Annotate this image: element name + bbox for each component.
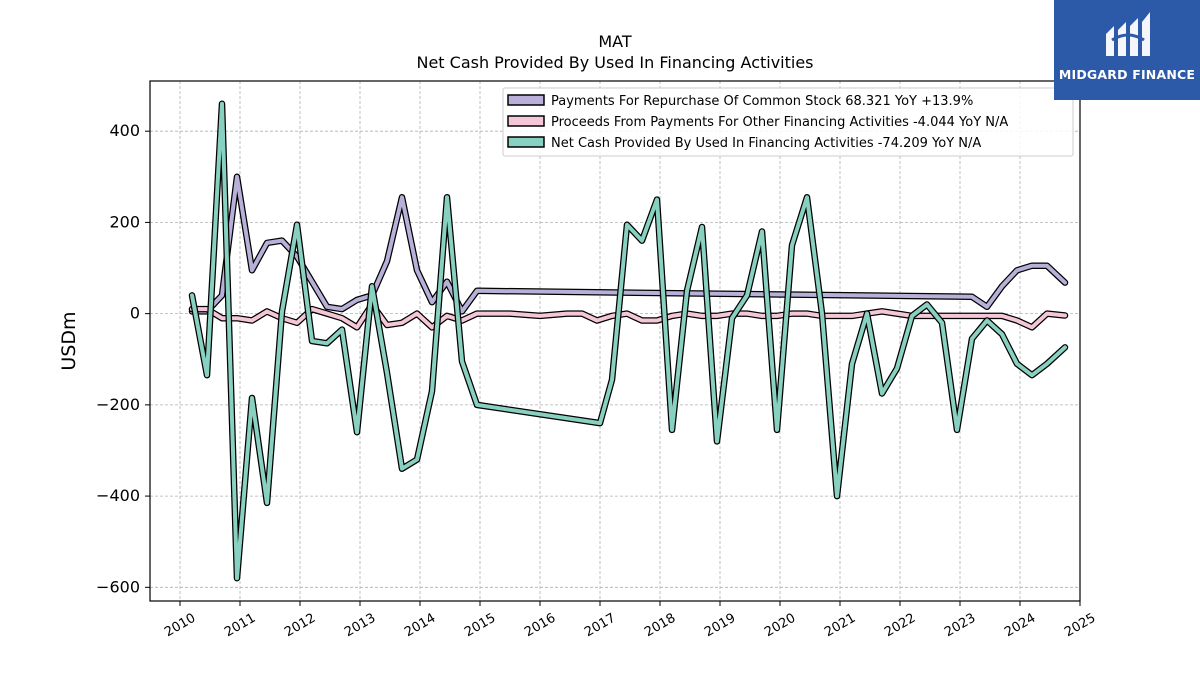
x-tick-label: 2017	[582, 611, 618, 641]
legend: Payments For Repurchase Of Common Stock …	[502, 87, 1074, 157]
x-tick-label: 2025	[1062, 611, 1098, 641]
y-tick-label: 0	[130, 304, 140, 323]
x-tick-label: 2021	[822, 611, 858, 641]
x-tick-label: 2012	[282, 611, 318, 641]
x-tick-label: 2011	[222, 611, 258, 641]
x-tick-label: 2016	[522, 611, 558, 641]
series-line-3	[190, 101, 1067, 581]
x-tick-label: 2020	[762, 611, 798, 641]
x-tick-label: 2014	[402, 611, 438, 641]
x-tick-label: 2023	[942, 611, 978, 641]
series-line-1	[190, 174, 1067, 314]
chart-subtitle: Net Cash Provided By Used In Financing A…	[416, 53, 813, 72]
legend-swatch-1	[507, 94, 545, 106]
y-tick-label: −600	[96, 577, 140, 596]
midgard-finance-logo: MIDGARD FINANCE	[1054, 0, 1200, 100]
x-tick-label: 2019	[702, 611, 738, 641]
x-tick-label: 2013	[342, 611, 378, 641]
series-line-2	[190, 302, 1067, 330]
legend-swatch-3	[507, 136, 545, 148]
y-tick-label: −400	[96, 486, 140, 505]
series-lines	[188, 100, 1069, 582]
legend-label-1: Payments For Repurchase Of Common Stock …	[551, 94, 973, 109]
logo-mark-icon	[1106, 12, 1150, 56]
plot-frame	[149, 80, 1081, 602]
y-axis-label: USDm	[58, 311, 80, 370]
legend-label-2: Proceeds From Payments For Other Financi…	[551, 115, 1008, 130]
x-tick-label: 2018	[642, 611, 678, 641]
y-tick-label: −200	[96, 395, 140, 414]
legend-label-3: Net Cash Provided By Used In Financing A…	[551, 136, 981, 151]
legend-box	[502, 87, 1074, 157]
y-tick-label: 400	[109, 121, 140, 140]
chart-title: MAT	[598, 32, 632, 51]
x-tick-label: 2022	[882, 611, 918, 641]
x-tick-label: 2015	[462, 611, 498, 641]
x-tick-label: 2010	[162, 611, 198, 641]
x-tick-label: 2024	[1002, 611, 1038, 641]
legend-swatch-2	[507, 115, 545, 127]
logo-text: MIDGARD FINANCE	[1058, 67, 1196, 82]
y-tick-label: 200	[109, 212, 140, 231]
